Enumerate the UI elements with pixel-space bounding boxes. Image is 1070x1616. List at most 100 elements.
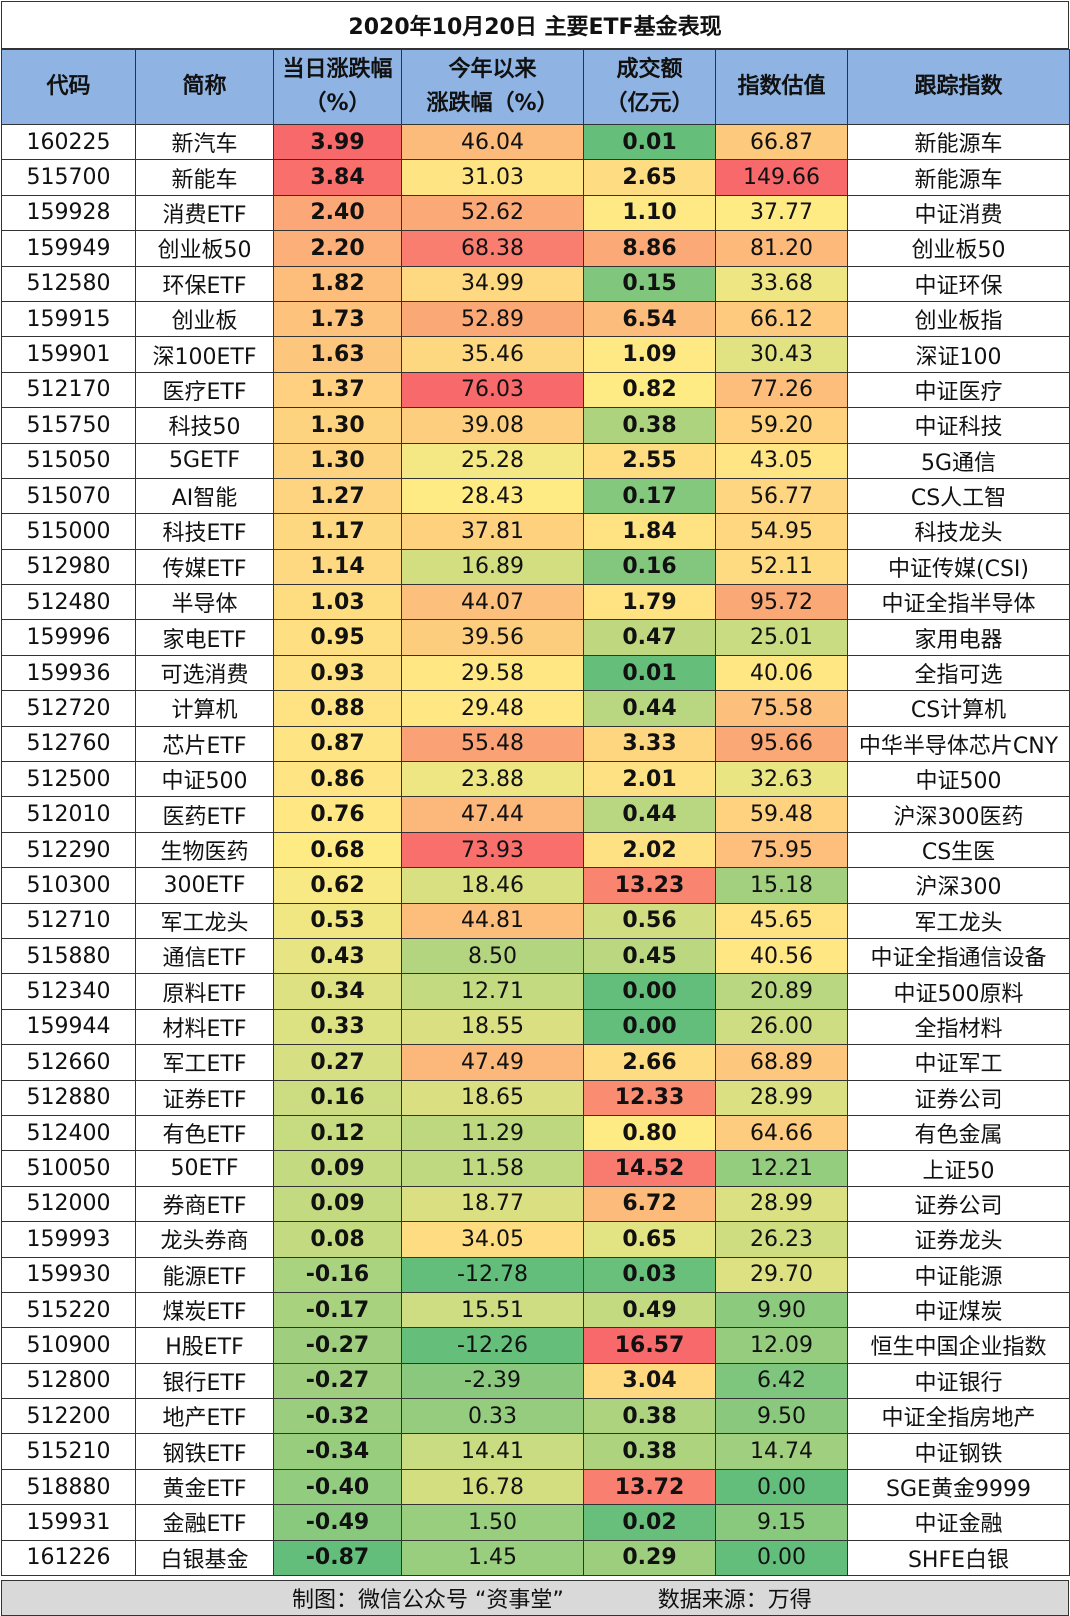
cell-volume: 2.02 [583, 831, 716, 869]
cell-name: 深100ETF [135, 336, 274, 373]
cell-index: 全指可选 [847, 654, 1070, 692]
cell-name: 科技ETF [135, 513, 274, 550]
cell-volume: 0.17 [583, 477, 716, 515]
cell-daily-change: -0.40 [273, 1468, 402, 1506]
cell-name: 煤炭ETF [135, 1291, 274, 1329]
cell-valuation: 28.99 [715, 1185, 848, 1223]
cell-valuation: 29.70 [715, 1256, 848, 1293]
cell-index: 新能源车 [847, 159, 1070, 196]
cell-ytd-change: 11.29 [401, 1114, 584, 1152]
table-row: 160225 新汽车 3.99 46.04 0.01 66.87 新能源车 [1, 123, 1070, 161]
cell-valuation: 9.50 [715, 1398, 848, 1435]
cell-valuation: 52.11 [715, 548, 848, 586]
cell-index: 中证银行 [847, 1362, 1070, 1400]
cell-code: 512000 [1, 1185, 136, 1223]
cell-valuation: 77.26 [715, 371, 848, 409]
cell-index: 中证全指半导体 [847, 584, 1070, 621]
cell-ytd-change: 73.93 [401, 831, 584, 869]
cell-index: 全指材料 [847, 1008, 1070, 1046]
cell-code: 512760 [1, 725, 136, 763]
cell-daily-change: 0.76 [273, 796, 402, 833]
table-row: 512480 半导体 1.03 44.07 1.79 95.72 中证全指半导体 [1, 584, 1070, 621]
cell-daily-change: 0.62 [273, 867, 402, 904]
cell-index: 中证钢铁 [847, 1433, 1070, 1470]
cell-valuation: 6.42 [715, 1362, 848, 1400]
table-row: 512800 银行ETF -0.27 -2.39 3.04 6.42 中证银行 [1, 1362, 1070, 1400]
table-row: 510900 H股ETF -0.27 -12.26 16.57 12.09 恒生中国企业指数 [1, 1327, 1070, 1364]
cell-volume: 0.00 [583, 973, 716, 1010]
cell-index: 中证环保 [847, 265, 1070, 302]
cell-volume: 3.33 [583, 725, 716, 763]
cell-code: 512010 [1, 796, 136, 833]
cell-name: 科技50 [135, 407, 274, 444]
cell-daily-change: -0.34 [273, 1433, 402, 1470]
cell-daily-change: 0.95 [273, 619, 402, 656]
cell-volume: 8.86 [583, 230, 716, 267]
cell-code: 512170 [1, 371, 136, 409]
col-header-daily-change: 当日涨跌幅 （%） [273, 49, 402, 125]
table-row: 512760 芯片ETF 0.87 55.48 3.33 95.66 中华半导体芯片CNY [1, 725, 1070, 763]
cell-valuation: 81.20 [715, 230, 848, 267]
table-row: 159901 深100ETF 1.63 35.46 1.09 30.43 深证100 [1, 336, 1070, 373]
cell-index: 中证500 [847, 761, 1070, 798]
cell-name: 中证500 [135, 761, 274, 798]
cell-ytd-change: 16.78 [401, 1468, 584, 1506]
cell-volume: 0.01 [583, 123, 716, 161]
cell-valuation: 0.00 [715, 1468, 848, 1506]
cell-code: 518880 [1, 1468, 136, 1506]
cell-ytd-change: 68.38 [401, 230, 584, 267]
cell-valuation: 56.77 [715, 477, 848, 515]
cell-valuation: 26.23 [715, 1221, 848, 1258]
cell-valuation: 75.58 [715, 690, 848, 727]
cell-volume: 16.57 [583, 1327, 716, 1364]
cell-index: 新能源车 [847, 123, 1070, 161]
table-row: 515750 科技50 1.30 39.08 0.38 59.20 中证科技 [1, 407, 1070, 444]
cell-ytd-change: 37.81 [401, 513, 584, 550]
cell-code: 510300 [1, 867, 136, 904]
cell-ytd-change: 14.41 [401, 1433, 584, 1470]
cell-daily-change: 0.09 [273, 1150, 402, 1187]
cell-index: 中证500原料 [847, 973, 1070, 1010]
cell-index: CS计算机 [847, 690, 1070, 727]
table-row: 512720 计算机 0.88 29.48 0.44 75.58 CS计算机 [1, 690, 1070, 727]
cell-name: 可选消费 [135, 654, 274, 692]
cell-valuation: 95.72 [715, 584, 848, 621]
table-row: 518880 黄金ETF -0.40 16.78 13.72 0.00 SGE黄金9999 [1, 1468, 1070, 1506]
cell-index: 中证科技 [847, 407, 1070, 444]
cell-code: 159936 [1, 654, 136, 692]
cell-valuation: 68.89 [715, 1044, 848, 1081]
cell-volume: 0.65 [583, 1221, 716, 1258]
cell-daily-change: 0.86 [273, 761, 402, 798]
etf-table: 代码 简称 当日涨跌幅 （%） 今年以来 涨跌幅（%） 成交额 （亿元） 指数估值 跟… [1, 49, 1070, 1577]
cell-ytd-change: -12.26 [401, 1327, 584, 1364]
cell-daily-change: -0.32 [273, 1398, 402, 1435]
cell-index: CS生医 [847, 831, 1070, 869]
cell-daily-change: -0.87 [273, 1539, 402, 1577]
cell-volume: 2.55 [583, 442, 716, 479]
cell-daily-change: -0.27 [273, 1362, 402, 1400]
table-row: 510300 300ETF 0.62 18.46 13.23 15.18 沪深300 [1, 867, 1070, 904]
cell-daily-change: 0.12 [273, 1114, 402, 1152]
cell-name: 消费ETF [135, 194, 274, 232]
cell-index: 中证煤炭 [847, 1291, 1070, 1329]
cell-valuation: 54.95 [715, 513, 848, 550]
cell-index: 有色金属 [847, 1114, 1070, 1152]
cell-name: 金融ETF [135, 1504, 274, 1541]
cell-index: 家用电器 [847, 619, 1070, 656]
cell-ytd-change: 1.50 [401, 1504, 584, 1541]
cell-code: 159930 [1, 1256, 136, 1293]
cell-name: 创业板50 [135, 230, 274, 267]
cell-index: 中证消费 [847, 194, 1070, 232]
cell-ytd-change: 34.99 [401, 265, 584, 302]
cell-valuation: 20.89 [715, 973, 848, 1010]
cell-name: H股ETF [135, 1327, 274, 1364]
table-row: 159915 创业板 1.73 52.89 6.54 66.12 创业板指 [1, 300, 1070, 338]
col-header-code: 代码 [1, 49, 136, 125]
cell-valuation: 33.68 [715, 265, 848, 302]
table-row: 515210 钢铁ETF -0.34 14.41 0.38 14.74 中证钢铁 [1, 1433, 1070, 1470]
cell-ytd-change: -2.39 [401, 1362, 584, 1400]
cell-daily-change: -0.17 [273, 1291, 402, 1329]
table-row: 512580 环保ETF 1.82 34.99 0.15 33.68 中证环保 [1, 265, 1070, 302]
cell-code: 515070 [1, 477, 136, 515]
cell-name: 能源ETF [135, 1256, 274, 1293]
